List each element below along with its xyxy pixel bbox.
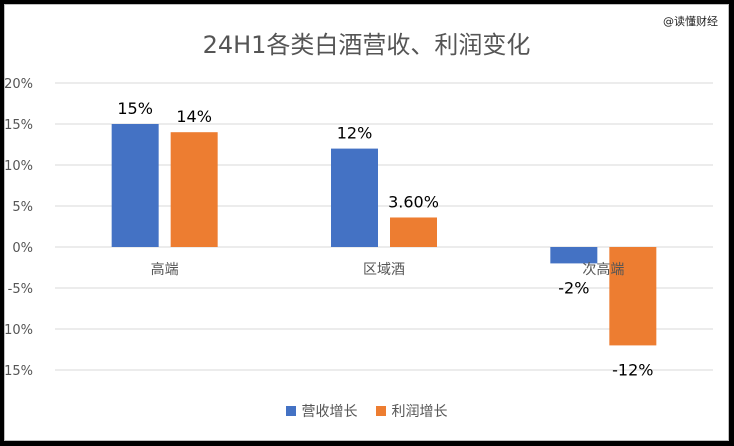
- legend-label-profit: 利润增长: [391, 404, 448, 420]
- legend-label-revenue: 营收增长: [301, 404, 358, 420]
- legend-swatch-profit: [375, 406, 386, 416]
- data-label: -12%: [612, 360, 653, 379]
- y-tick-label: -10%: [5, 323, 33, 338]
- watermark: @读懂财经: [663, 15, 718, 28]
- legend: 营收增长 利润增长: [5, 401, 728, 421]
- category-label: 区域酒: [363, 262, 405, 278]
- bar-profit: [609, 247, 657, 346]
- y-tick-label: 20%: [5, 77, 33, 92]
- y-tick-label: -5%: [8, 282, 33, 297]
- y-tick-label: 10%: [5, 159, 33, 174]
- data-label: -2%: [558, 278, 589, 297]
- y-tick-label: -15%: [5, 364, 33, 379]
- data-label: 12%: [337, 124, 373, 143]
- data-label: 15%: [117, 99, 153, 118]
- legend-swatch-revenue: [285, 406, 296, 416]
- data-label: 14%: [176, 107, 212, 126]
- category-label: 高端: [151, 261, 179, 278]
- bar-revenue: [111, 124, 159, 247]
- chart-title: 24H1各类白酒营收、利润变化: [202, 31, 531, 59]
- bar-revenue: [550, 247, 598, 264]
- y-tick-label: 15%: [5, 118, 33, 133]
- y-tick-label: 5%: [12, 200, 33, 215]
- y-tick-label: 0%: [12, 241, 33, 256]
- legend-item-profit: 利润增长: [375, 401, 448, 421]
- bar-revenue: [331, 148, 378, 247]
- bar-profit: [170, 132, 218, 247]
- data-label: 3.60%: [388, 192, 439, 211]
- bar-profit: [390, 217, 437, 247]
- legend-item-revenue: 营收增长: [285, 401, 358, 421]
- category-label: 次高端: [582, 261, 624, 278]
- chart-plot-area: 20% 15% 10% 5% 0% -5% -10% -15% 15% 14% 高端 12% 3.60%…: [5, 77, 713, 379]
- chart-frame: @读懂财经 24H1各类白酒营收、利润变化 20% 15% 10% 5% 0% -5% -1…: [4, 4, 729, 441]
